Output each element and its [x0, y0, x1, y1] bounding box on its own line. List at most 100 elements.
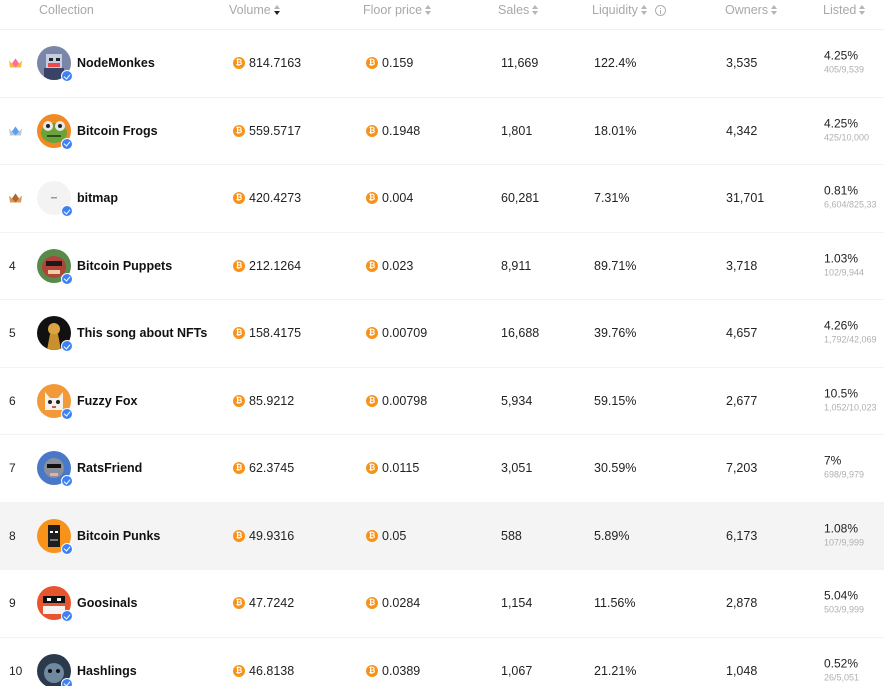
listed-count: 102/9,944	[824, 267, 865, 278]
bitcoin-icon	[233, 529, 245, 542]
column-header-label: Collection	[39, 3, 94, 17]
owners-value: 3,535	[726, 56, 758, 71]
owners-value: 2,677	[726, 393, 758, 408]
rank-number: 5	[9, 326, 16, 341]
bitcoin-icon	[366, 529, 378, 542]
floor-price-value: 0.0284	[382, 596, 421, 611]
collection-name[interactable]: NodeMonkes	[77, 56, 155, 71]
info-icon[interactable]	[654, 4, 666, 16]
volume-value: 559.5717	[249, 123, 302, 138]
table-row[interactable]: 10 Hashlings 46.8138 0.0389 1,067 21.21%…	[0, 638, 884, 686]
column-header-owners[interactable]: Owners	[725, 3, 778, 17]
floor-price-value: 0.00709	[382, 326, 428, 341]
listed-cell: 4.25% 425/10,000	[824, 116, 869, 142]
listed-percent: 4.25%	[824, 48, 859, 63]
sales-value: 588	[501, 528, 522, 543]
table-row[interactable]: 5 This song about NFTs 158.4175 0.00709 …	[0, 300, 884, 368]
sales-value: 16,688	[501, 326, 540, 341]
verified-badge-icon	[61, 205, 73, 218]
liquidity-value: 21.21%	[594, 663, 637, 678]
column-header-label: Liquidity	[592, 3, 638, 17]
volume-cell: 212.1264	[233, 259, 301, 273]
floor-price-cell: 0.1948	[366, 124, 420, 138]
rank-number: 6	[9, 393, 16, 408]
bitcoin-icon	[366, 597, 378, 610]
table-header: Collection Volume Floor price Sales Liqu…	[0, 0, 884, 30]
avatar	[37, 248, 73, 285]
sort-icon[interactable]	[532, 5, 539, 15]
sort-icon[interactable]	[859, 5, 866, 15]
owners-value: 6,173	[726, 528, 758, 543]
listed-percent: 1.08%	[824, 521, 859, 536]
rank-number: 9	[9, 596, 16, 611]
rank-number: 7	[9, 461, 16, 476]
sort-icon[interactable]	[640, 5, 647, 15]
table-row[interactable]: 9 Goosinals 47.7242 0.0284 1,154 11.56% …	[0, 570, 884, 638]
sales-value: 60,281	[501, 191, 540, 206]
listed-cell: 10.5% 1,052/10,023	[824, 386, 877, 412]
floor-price-value: 0.05	[382, 528, 407, 543]
liquidity-value: 39.76%	[594, 326, 637, 341]
listed-percent: 4.25%	[824, 116, 859, 131]
column-header-sales[interactable]: Sales	[498, 3, 539, 17]
bitcoin-icon	[233, 462, 245, 475]
owners-value: 3,718	[726, 258, 758, 273]
collection-name[interactable]: Bitcoin Punks	[77, 528, 161, 543]
floor-price-value: 0.0389	[382, 663, 421, 678]
floor-price-value: 0.159	[382, 56, 414, 71]
verified-badge-icon	[61, 272, 73, 285]
column-header-liquidity[interactable]: Liquidity	[592, 3, 666, 17]
table-row[interactable]: 8 Bitcoin Punks 49.9316 0.05 588 5.89% 6…	[0, 502, 884, 570]
table-row[interactable]: Bitcoin Frogs 559.5717 0.1948 1,801 18.0…	[0, 98, 884, 165]
table-row[interactable]: 7 RatsFriend 62.3745 0.0115 3,051 30.59%…	[0, 435, 884, 503]
listed-cell: 1.08% 107/9,999	[824, 521, 864, 547]
rank-number: 4	[9, 258, 16, 273]
table-row[interactable]: 4 Bitcoin Puppets 212.1264 0.023 8,911 8…	[0, 233, 884, 300]
owners-value: 4,657	[726, 326, 758, 341]
collection-name[interactable]: This song about NFTs	[77, 326, 208, 341]
sort-icon[interactable]	[273, 5, 280, 15]
volume-cell: 158.4175	[233, 326, 301, 340]
column-header-floor-price[interactable]: Floor price	[363, 3, 432, 17]
listed-percent: 0.52%	[824, 656, 859, 671]
floor-price-value: 0.0115	[382, 461, 420, 476]
floor-price-cell: 0.159	[366, 56, 413, 70]
verified-badge-icon	[61, 475, 73, 488]
listed-count: 1,792/42,069	[824, 334, 877, 345]
table-row[interactable]: bitmap 420.4273 0.004 60,281 7.31% 31,70…	[0, 165, 884, 233]
sort-icon[interactable]	[425, 5, 432, 15]
listed-percent: 0.81%	[824, 183, 859, 198]
volume-value: 814.7163	[249, 56, 302, 71]
volume-value: 158.4175	[249, 326, 302, 341]
column-header-volume[interactable]: Volume	[229, 3, 280, 17]
bitcoin-icon	[233, 597, 245, 610]
sort-icon[interactable]	[771, 5, 778, 15]
floor-price-cell: 0.05	[366, 529, 406, 543]
table-row[interactable]: 6 Fuzzy Fox 85.9212 0.00798 5,934 59.15%…	[0, 368, 884, 435]
volume-cell: 85.9212	[233, 394, 294, 408]
collection-name[interactable]: Fuzzy Fox	[77, 393, 138, 408]
column-header-label: Sales	[498, 3, 530, 17]
avatar	[37, 518, 73, 555]
owners-value: 1,048	[726, 663, 758, 678]
listed-cell: 0.52% 26/5,051	[824, 656, 859, 682]
listed-count: 425/10,000	[824, 132, 870, 143]
column-header-listed[interactable]: Listed	[823, 3, 866, 17]
collection-name[interactable]: Bitcoin Frogs	[77, 123, 158, 138]
listed-cell: 0.81% 6,604/825,33	[824, 184, 877, 210]
owners-value: 7,203	[726, 461, 758, 476]
collection-name[interactable]: Goosinals	[77, 596, 138, 611]
collection-name[interactable]: Hashlings	[77, 663, 137, 678]
listed-count: 405/9,539	[824, 64, 865, 75]
volume-cell: 814.7163	[233, 56, 301, 70]
liquidity-value: 122.4%	[594, 56, 637, 71]
bitcoin-icon	[366, 124, 378, 137]
sales-value: 1,154	[501, 596, 533, 611]
collection-name[interactable]: bitmap	[77, 191, 118, 206]
listed-percent: 7%	[824, 453, 842, 468]
table-row[interactable]: NodeMonkes 814.7163 0.159 11,669 122.4% …	[0, 30, 884, 98]
bitcoin-icon	[233, 327, 245, 340]
collection-name[interactable]: RatsFriend	[77, 461, 143, 476]
collection-name[interactable]: Bitcoin Puppets	[77, 258, 173, 273]
bitcoin-icon	[233, 192, 245, 205]
